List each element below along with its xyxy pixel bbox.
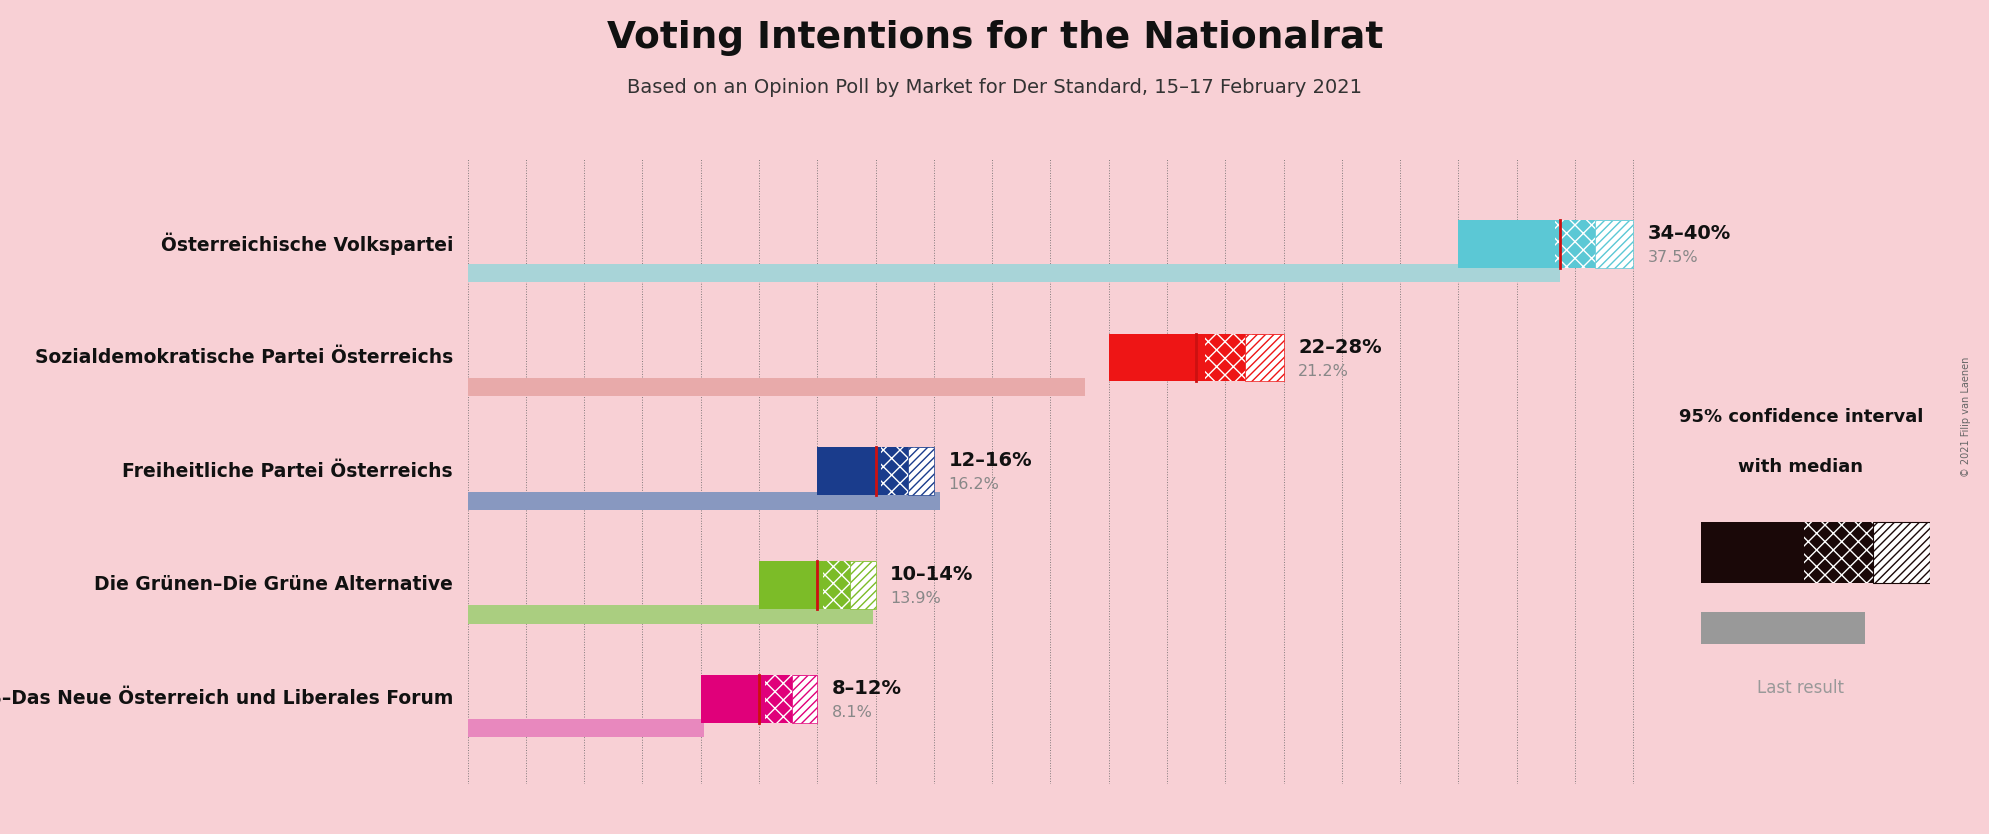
- Text: 10–14%: 10–14%: [889, 565, 973, 584]
- Bar: [1458, 220, 1633, 268]
- Bar: [758, 561, 875, 609]
- Bar: [467, 605, 873, 624]
- Bar: [823, 561, 875, 609]
- Text: 37.5%: 37.5%: [1647, 250, 1697, 265]
- Bar: [907, 447, 933, 495]
- Bar: [764, 675, 817, 722]
- Bar: [1701, 522, 1804, 583]
- Bar: [700, 675, 817, 722]
- Bar: [467, 719, 704, 737]
- Bar: [1593, 220, 1633, 268]
- Text: Last result: Last result: [1756, 679, 1844, 697]
- Text: 8–12%: 8–12%: [831, 679, 901, 698]
- Bar: [881, 447, 933, 495]
- Bar: [1203, 334, 1283, 381]
- Text: © 2021 Filip van Laenen: © 2021 Filip van Laenen: [1959, 357, 1971, 477]
- Bar: [467, 492, 939, 510]
- Text: Based on an Opinion Poll by Market for Der Standard, 15–17 February 2021: Based on an Opinion Poll by Market for D…: [627, 78, 1362, 97]
- Bar: [1245, 334, 1283, 381]
- Text: 12–16%: 12–16%: [949, 451, 1032, 470]
- Bar: [1804, 522, 1872, 583]
- Text: Freiheitliche Partei Österreichs: Freiheitliche Partei Österreichs: [123, 462, 453, 480]
- Bar: [1872, 522, 1929, 583]
- Text: Österreichische Volkspartei: Österreichische Volkspartei: [161, 233, 453, 255]
- Text: Die Grünen–Die Grüne Alternative: Die Grünen–Die Grüne Alternative: [93, 575, 453, 595]
- Text: 21.2%: 21.2%: [1297, 364, 1349, 379]
- Text: Sozialdemokratische Partei Österreichs: Sozialdemokratische Partei Österreichs: [36, 348, 453, 367]
- Text: Voting Intentions for the Nationalrat: Voting Intentions for the Nationalrat: [607, 19, 1382, 56]
- Text: with median: with median: [1738, 458, 1862, 476]
- Text: NEOS–Das Neue Österreich und Liberales Forum: NEOS–Das Neue Österreich und Liberales F…: [0, 689, 453, 708]
- Text: 16.2%: 16.2%: [949, 477, 998, 492]
- Bar: [467, 264, 1559, 283]
- Text: 34–40%: 34–40%: [1647, 224, 1730, 243]
- Bar: [849, 561, 875, 609]
- Bar: [1701, 611, 1864, 644]
- Text: 22–28%: 22–28%: [1297, 338, 1380, 357]
- Text: 95% confidence interval: 95% confidence interval: [1679, 408, 1921, 426]
- Bar: [1108, 334, 1283, 381]
- Bar: [467, 378, 1084, 396]
- Bar: [817, 447, 933, 495]
- Text: 13.9%: 13.9%: [889, 591, 941, 606]
- Bar: [792, 675, 817, 722]
- Text: 8.1%: 8.1%: [831, 705, 873, 720]
- Bar: [1553, 220, 1633, 268]
